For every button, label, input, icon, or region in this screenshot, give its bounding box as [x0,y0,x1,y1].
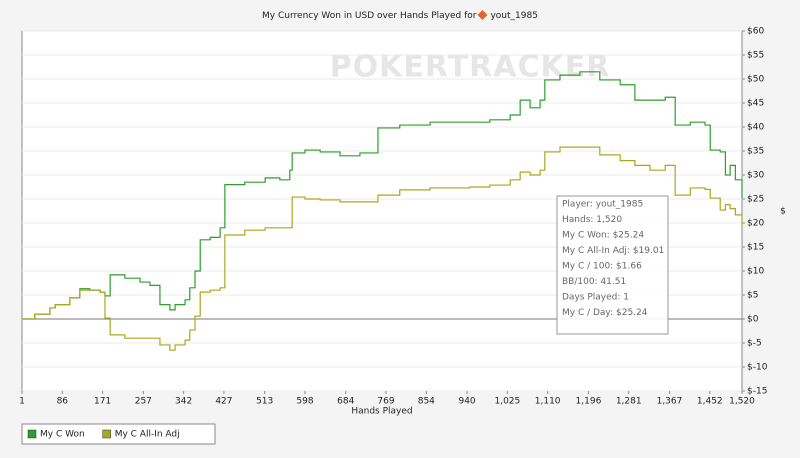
series-line [22,71,743,320]
y-tick-label: $60 [747,27,764,37]
y-tick-label: $30 [747,171,764,181]
y-tick-label: $35 [747,147,764,157]
legend-label: My C All-In Adj [115,430,180,440]
tooltip-box [556,195,669,335]
tooltip-line: My C Won: $25.24 [562,231,644,241]
title-player: yout_1985 [490,11,537,21]
legend-swatch [27,429,37,439]
x-tick-label: 513 [256,397,273,407]
y-tick-label: $-10 [747,363,768,373]
x-tick-label: 1,196 [576,397,602,407]
title-text: My Currency Won in USD over Hands Played… [262,11,477,21]
legend-label: My C Won [40,430,85,440]
tooltip-line: Hands: 1,520 [562,215,622,225]
y-tick-label: $40 [747,123,764,133]
x-tick-label: 1,281 [616,397,642,407]
tooltip: Player: yout_1985 Hands: 1,520 My C Won: $… [556,195,669,335]
legend: My C Won My C All-In Adj [21,423,216,445]
x-tick-label: 940 [458,397,475,407]
tooltip-line: My C All-In Adj: $19.01 [562,246,664,256]
tooltip-line: BB/100: 41.51 [562,277,626,287]
x-tick-label: 769 [377,397,394,407]
y-tick-label: $20 [747,219,764,229]
tooltip-line: My C / Day: $25.24 [562,308,648,318]
x-tick-label: 1,025 [494,397,520,407]
x-tick-label: 342 [175,397,192,407]
title-icon [477,10,488,20]
x-tick-label: 171 [94,397,111,407]
y-tick-label: $-5 [747,339,762,349]
tooltip-line: Days Played: 1 [562,293,629,303]
y-tick-label: $55 [747,51,764,61]
chart-title: My Currency Won in USD over Hands Played… [262,11,538,21]
x-tick-label: 1,520 [729,397,755,407]
x-tick-label: 1,110 [535,397,561,407]
x-tick-label: 1,452 [697,397,723,407]
x-tick-label: 427 [215,397,232,407]
tooltip-line: Player: yout_1985 [562,200,643,210]
y-tick-label: $5 [747,291,758,301]
y-tick-label: $45 [747,99,764,109]
tooltip-line: My C / 100: $1.66 [562,262,642,272]
x-tick-label: 684 [337,397,354,407]
y-tick-label: $0 [747,315,759,325]
x-tick-label: 1 [19,397,25,407]
y-tick-label: $15 [747,243,764,253]
legend-box [21,423,216,445]
legend-swatch [102,429,111,439]
x-tick-label: 854 [418,397,435,407]
x-tick-label: 86 [57,397,69,407]
x-tick-label: 1,367 [657,397,683,407]
x-tick-label: 598 [296,397,313,407]
y-axis-label: $ [780,207,786,217]
y-tick-label: $-15 [747,387,767,397]
x-axis-label: Hands Played [351,407,412,417]
y-tick-label: $50 [747,75,764,85]
series-line [22,146,743,351]
y-tick-label: $25 [747,195,764,205]
y-tick-label: $10 [747,267,764,277]
x-tick-label: 257 [135,397,152,407]
